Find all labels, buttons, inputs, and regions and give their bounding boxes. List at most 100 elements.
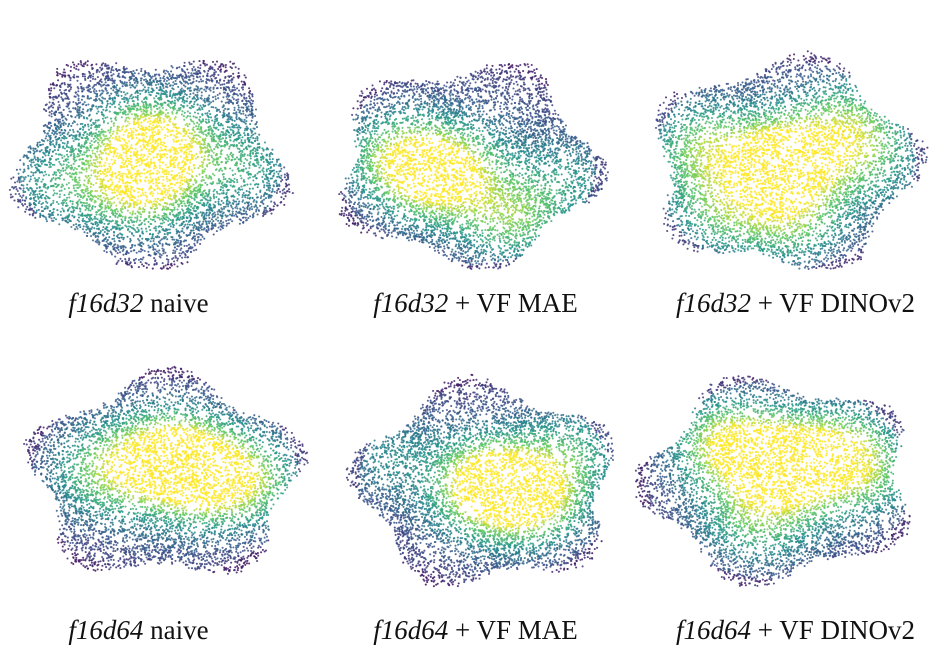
scatter-point xyxy=(112,124,115,127)
scatter-point xyxy=(64,93,67,96)
scatter-point xyxy=(270,200,273,203)
scatter-point xyxy=(95,196,98,199)
scatter-point xyxy=(236,197,239,201)
scatter-point xyxy=(50,155,53,158)
scatter-point xyxy=(200,87,203,90)
scatter-point xyxy=(281,192,284,195)
scatter-point xyxy=(233,124,236,127)
scatter-point xyxy=(72,162,75,165)
scatter-point xyxy=(228,213,232,216)
scatter-point xyxy=(142,88,145,91)
scatter-point xyxy=(137,228,140,231)
scatter-point xyxy=(162,205,165,208)
scatter-point xyxy=(248,97,251,100)
scatter-point xyxy=(164,72,167,75)
scatter-point xyxy=(94,175,97,178)
scatter-point xyxy=(110,228,113,231)
scatter-point xyxy=(222,127,225,130)
scatter-point xyxy=(254,148,257,151)
scatter-point xyxy=(104,97,107,100)
scatter-point xyxy=(265,148,268,151)
scatter-point xyxy=(91,205,94,208)
scatter-point xyxy=(164,113,167,116)
scatter-point xyxy=(218,182,221,185)
scatter-point xyxy=(72,100,75,104)
scatter-point xyxy=(183,244,186,247)
scatter-point xyxy=(222,221,225,224)
scatter-point xyxy=(88,97,91,100)
scatter-point xyxy=(195,221,198,224)
scatter-point xyxy=(85,104,88,107)
scatter-point xyxy=(227,219,230,222)
scatter-point xyxy=(105,210,108,213)
scatter-point xyxy=(217,67,220,71)
scatter-point xyxy=(160,97,163,100)
scatter-point xyxy=(81,158,85,161)
scatter-point xyxy=(204,181,207,184)
scatter-point xyxy=(155,250,159,253)
scatter-point xyxy=(77,75,80,78)
scatter-point xyxy=(166,95,169,98)
scatter-point xyxy=(77,143,80,146)
scatter-point xyxy=(59,126,62,129)
scatter-point xyxy=(214,98,217,101)
scatter-point xyxy=(106,116,109,119)
scatter-point xyxy=(165,202,168,205)
scatter-point xyxy=(101,215,104,218)
scatter-point xyxy=(142,256,145,259)
scatter-point xyxy=(248,208,251,211)
scatter-point xyxy=(44,200,48,203)
scatter-point xyxy=(111,219,114,222)
scatter-point xyxy=(88,215,91,218)
scatter-point xyxy=(90,127,93,130)
scatter-point xyxy=(196,241,199,244)
scatter-point xyxy=(204,168,207,171)
scatter-point xyxy=(219,203,222,206)
scatter-point xyxy=(227,79,230,82)
scatter-point xyxy=(234,172,237,176)
scatter-point xyxy=(110,67,113,70)
scatter-point xyxy=(231,185,234,188)
scatter-point xyxy=(110,208,113,211)
scatter-point xyxy=(206,158,209,161)
scatter-point xyxy=(169,84,172,87)
scatter-point xyxy=(241,88,245,91)
scatter-point xyxy=(225,85,228,89)
scatter-point xyxy=(58,146,61,149)
scatter-point xyxy=(109,243,112,246)
scatter-point xyxy=(202,105,206,108)
scatter-point xyxy=(222,172,225,176)
scatter-point xyxy=(96,178,99,181)
scatter-point xyxy=(197,98,200,101)
scatter-point xyxy=(180,103,183,107)
scatter-point xyxy=(245,218,248,222)
scatter-point xyxy=(79,122,82,126)
scatter-point xyxy=(239,144,243,147)
scatter-point xyxy=(93,199,97,202)
scatter-point xyxy=(29,178,32,181)
scatter-point xyxy=(204,90,207,93)
scatter-point xyxy=(244,167,248,170)
scatter-point xyxy=(39,165,42,168)
scatter-point xyxy=(112,69,115,72)
scatter-point xyxy=(130,113,133,116)
scatter-point xyxy=(76,155,79,158)
scatter-point xyxy=(235,144,238,148)
scatter-point xyxy=(97,119,100,122)
scatter-point xyxy=(76,181,79,184)
scatter-point xyxy=(212,106,215,109)
scatter-point xyxy=(119,207,122,211)
scatter-point xyxy=(86,117,89,120)
scatter-point xyxy=(50,87,53,90)
scatter-point xyxy=(240,213,243,216)
scatter-point xyxy=(166,238,169,241)
scatter-point xyxy=(115,246,118,249)
scatter-point xyxy=(89,87,92,91)
scatter-point xyxy=(122,246,125,249)
scatter-point xyxy=(229,128,232,131)
scatter-point xyxy=(283,176,286,179)
scatter-point xyxy=(27,146,30,149)
scatter-point xyxy=(117,248,120,251)
scatter-point xyxy=(208,162,211,165)
scatter-point xyxy=(219,86,222,90)
